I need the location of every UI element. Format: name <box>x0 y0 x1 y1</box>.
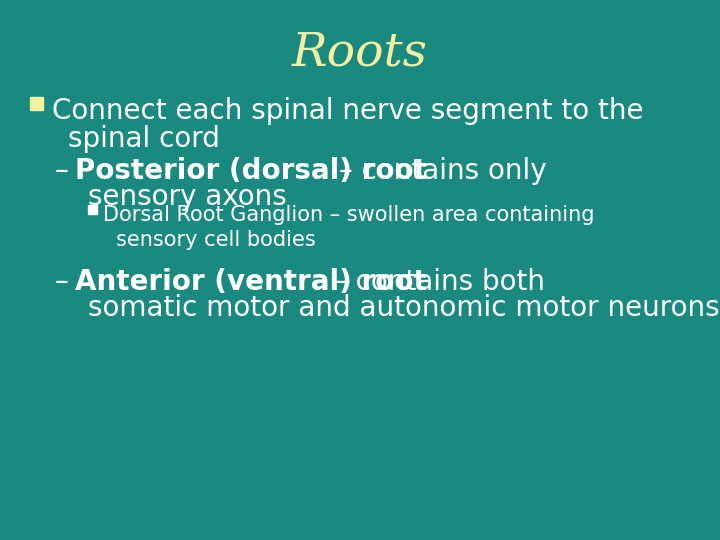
Text: – contains both: – contains both <box>324 268 545 296</box>
Text: sensory axons: sensory axons <box>88 183 287 211</box>
Text: Anterior (ventral) root: Anterior (ventral) root <box>75 268 427 296</box>
Text: Roots: Roots <box>292 30 428 75</box>
Text: Connect each spinal nerve segment to the: Connect each spinal nerve segment to the <box>52 97 644 125</box>
Text: somatic motor and autonomic motor neurons: somatic motor and autonomic motor neuron… <box>88 294 719 322</box>
Text: spinal cord: spinal cord <box>68 125 220 153</box>
FancyBboxPatch shape <box>88 205 97 214</box>
Text: –: – <box>55 157 78 185</box>
Text: –: – <box>55 268 78 296</box>
Text: – contains only: – contains only <box>330 157 546 185</box>
Text: Posterior (dorsal) root: Posterior (dorsal) root <box>75 157 427 185</box>
Text: Dorsal Root Ganglion – swollen area containing: Dorsal Root Ganglion – swollen area cont… <box>103 205 595 225</box>
FancyBboxPatch shape <box>30 97 43 110</box>
Text: sensory cell bodies: sensory cell bodies <box>116 230 316 250</box>
